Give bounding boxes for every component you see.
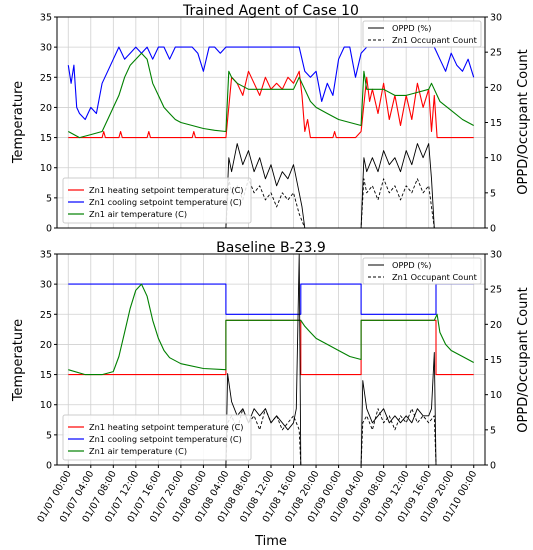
y2-tick-label: 10 [490, 153, 502, 164]
series-line-air [68, 283, 474, 376]
panel-bottom-title: Baseline B-23.9 [216, 240, 326, 256]
panel-top-y2label: OPPD/Occupant Count [516, 49, 531, 194]
legend-label-air: Zn1 air temperature (C) [89, 446, 187, 456]
y-tick-label: 0 [46, 461, 52, 472]
y-tick-label: 25 [40, 310, 52, 321]
legend-label-oppd: OPPD (%) [392, 23, 431, 33]
y2-tick-label: 25 [490, 285, 502, 296]
y-tick-label: 25 [40, 73, 52, 84]
legend-box [362, 20, 482, 48]
legend-box [362, 257, 482, 285]
series-line-air [68, 52, 474, 139]
legend-label-cooling: Zn1 cooling setpoint temperature (C) [89, 197, 242, 207]
legend-box [62, 414, 252, 461]
y2-tick-label: 0 [490, 461, 496, 472]
panel-bottom-legend-secondary: OPPD (%) Zn1 Occupant Count [362, 257, 482, 285]
y-tick-label: 20 [40, 340, 52, 351]
y2-tick-label: 5 [490, 425, 496, 436]
y-tick-label: 10 [40, 400, 52, 411]
y-tick-label: 35 [40, 250, 52, 261]
legend-label-cooling: Zn1 cooling setpoint temperature (C) [89, 434, 242, 444]
panel-top-legend-secondary: OPPD (%) Zn1 Occupant Count [362, 20, 482, 48]
y2-tick-label: 20 [490, 83, 502, 94]
y2-tick-label: 30 [490, 13, 502, 24]
y2-tick-label: 20 [490, 320, 502, 331]
panel-bottom-ylabel: Temperature [11, 319, 26, 402]
panel-bottom-y2-ticks: 0 5 10 15 20 25 30 [485, 250, 502, 472]
y2-tick-label: 15 [490, 355, 502, 366]
y-tick-label: 10 [40, 163, 52, 174]
panel-top: Trained Agent of Case 10 05101520253035 … [11, 3, 531, 235]
panel-top-y2-ticks: 0 5 10 15 20 25 30 [485, 13, 502, 235]
legend-label-occupant: Zn1 Occupant Count [392, 272, 478, 282]
y-tick-label: 0 [46, 224, 52, 235]
y-tick-label: 15 [40, 133, 52, 144]
panel-bottom: Baseline B-23.9 0 5 10 15 20 25 30 35 0 5 10 15 20 2… [11, 240, 531, 549]
panel-top-title: Trained Agent of Case 10 [182, 3, 359, 19]
series-line-heating [68, 70, 474, 139]
legend-label-heating: Zn1 heating setpoint temperature (C) [89, 422, 244, 432]
x-axis-label: Time [254, 534, 287, 549]
y2-tick-label: 25 [490, 48, 502, 59]
y-tick-label: 35 [40, 13, 52, 24]
legend-label-heating: Zn1 heating setpoint temperature (C) [89, 185, 244, 195]
legend-label-occupant: Zn1 Occupant Count [392, 35, 478, 45]
y-tick-label: 5 [46, 193, 52, 204]
legend-box [62, 177, 252, 224]
y2-tick-label: 30 [490, 250, 502, 261]
series-line-cooling [68, 283, 474, 315]
legend-label-oppd: OPPD (%) [392, 260, 431, 270]
y2-tick-label: 10 [490, 390, 502, 401]
y-tick-label: 15 [40, 370, 52, 381]
y2-tick-label: 15 [490, 118, 502, 129]
y2-tick-label: 5 [490, 188, 496, 199]
y2-tick-label: 0 [490, 224, 496, 235]
panel-bottom-y-ticks: 0 5 10 15 20 25 30 35 [40, 250, 57, 472]
panel-top-ylabel: Temperature [11, 81, 26, 164]
panel-top-y-ticks: 0 5 10 15 20 25 30 35 [40, 13, 57, 235]
y-tick-label: 30 [40, 43, 52, 54]
legend-label-air: Zn1 air temperature (C) [89, 209, 187, 219]
y-tick-label: 20 [40, 103, 52, 114]
panel-bottom-legend-main: Zn1 heating setpoint temperature (C) Zn1… [62, 414, 252, 461]
panel-top-legend-main: Zn1 heating setpoint temperature (C) Zn1… [62, 177, 252, 224]
panel-bottom-y2label: OPPD/Occupant Count [516, 287, 531, 432]
y-tick-label: 30 [40, 280, 52, 291]
y-tick-label: 5 [46, 430, 52, 441]
